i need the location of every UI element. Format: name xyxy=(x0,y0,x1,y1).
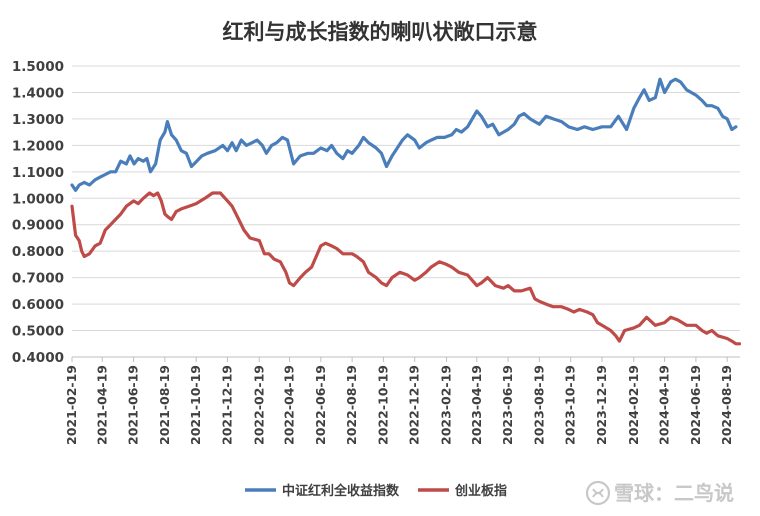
y-tick-label: 1.0000 xyxy=(12,191,64,207)
chart-title: 红利与成长指数的喇叭状敞口示意 xyxy=(223,20,538,44)
x-tick-label: 2021-06-19 xyxy=(126,365,141,445)
x-tick-label: 2022-08-19 xyxy=(344,365,359,445)
x-tick-label: 2023-04-19 xyxy=(469,365,484,445)
y-tick-label: 0.7000 xyxy=(12,271,64,287)
x-tick-label: 2022-02-19 xyxy=(251,365,266,445)
y-axis: 0.4000 0.5000 0.6000 0.7000 0.8000 0.9000 1.00… xyxy=(12,59,64,366)
xueqiu-logo-icon xyxy=(585,480,611,506)
x-tick-label: 2022-12-19 xyxy=(407,365,422,445)
gridlines xyxy=(72,65,740,358)
x-tick-label: 2023-08-19 xyxy=(531,365,546,445)
y-tick-label: 0.9000 xyxy=(12,218,64,234)
x-tick-label: 2023-02-19 xyxy=(439,365,454,445)
legend-label-dividend: 中证红利全收益指数 xyxy=(282,483,400,499)
series-lines xyxy=(70,77,742,346)
x-tick-label: 2024-04-19 xyxy=(657,365,672,445)
x-tick-label: 2022-10-19 xyxy=(375,365,390,445)
series-line-dividend-total-return xyxy=(70,77,738,192)
x-tick-label: 2021-10-19 xyxy=(188,365,203,445)
x-tick-label: 2024-08-19 xyxy=(719,365,734,445)
y-tick-label: 0.8000 xyxy=(12,244,64,260)
x-tick-label: 2024-06-19 xyxy=(688,365,703,445)
legend-label-chinext: 创业板指 xyxy=(454,483,507,499)
x-tick-label: 2021-04-19 xyxy=(94,365,109,445)
y-tick-label: 1.1000 xyxy=(12,165,64,181)
y-tick-label: 1.3000 xyxy=(12,112,64,128)
series-line-chinext xyxy=(70,191,742,346)
x-tick-label: 2023-06-19 xyxy=(500,365,515,445)
y-tick-label: 1.5000 xyxy=(12,59,64,75)
x-tick-label: 2023-12-19 xyxy=(594,365,609,445)
watermark-text: 雪球：二鸟说 xyxy=(614,481,734,505)
x-tick-label: 2021-12-19 xyxy=(219,365,234,445)
x-tick-label: 2024-02-19 xyxy=(626,365,641,445)
watermark: 雪球：二鸟说 xyxy=(585,480,734,506)
y-tick-label: 0.4000 xyxy=(12,350,64,366)
y-tick-label: 1.2000 xyxy=(12,138,64,154)
y-tick-label: 0.6000 xyxy=(12,297,64,313)
y-tick-label: 1.4000 xyxy=(12,85,64,101)
x-tick-label: 2022-04-19 xyxy=(282,365,297,445)
x-tick-label: 2021-02-19 xyxy=(64,365,79,445)
x-axis: 2021-02-19 2021-04-19 2021-06-19 2021-08-19… xyxy=(64,356,740,445)
x-tick-label: 2021-08-19 xyxy=(157,365,172,445)
x-tick-label: 2022-06-19 xyxy=(313,365,328,445)
x-tick-label: 2023-10-19 xyxy=(563,365,578,445)
y-tick-label: 0.5000 xyxy=(12,324,64,340)
legend: 中证红利全收益指数 创业板指 xyxy=(245,483,507,499)
